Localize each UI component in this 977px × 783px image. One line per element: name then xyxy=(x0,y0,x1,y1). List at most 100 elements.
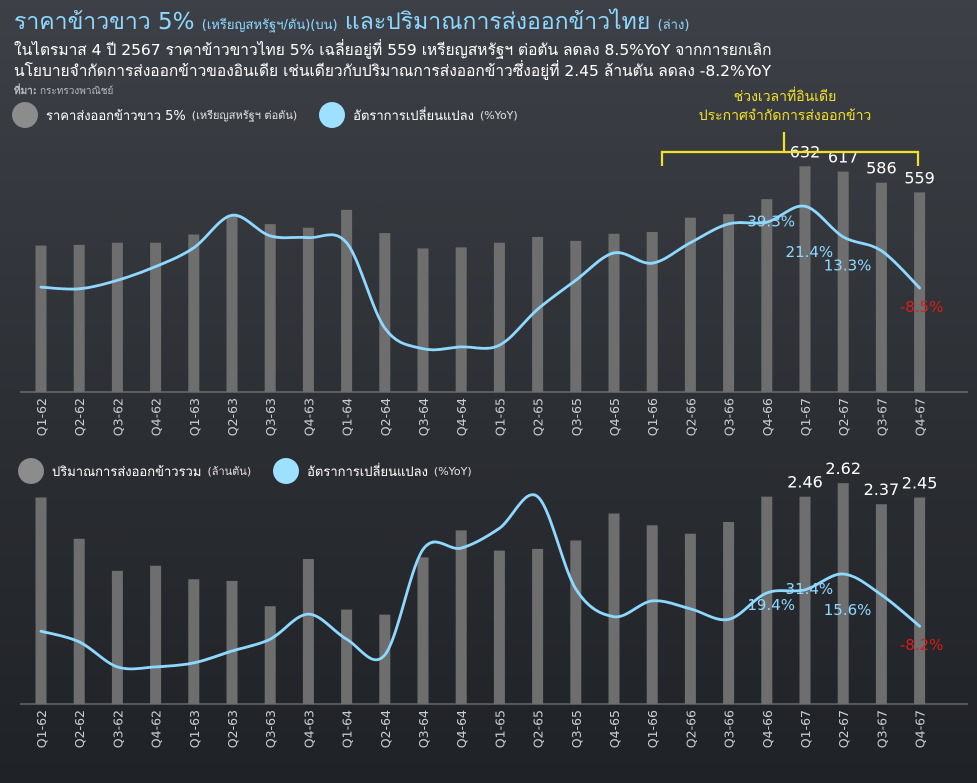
legend-item-price-bar: ราคาส่งออกข้าวขาว 5% (เหรียญสหรัฐฯ ต่อตั… xyxy=(12,102,297,128)
price-bar-Q2-62 xyxy=(73,244,85,392)
volume-tick-label-Q3-65: Q3-65 xyxy=(569,710,584,748)
price-bar-Q4-65 xyxy=(608,233,620,392)
legend-volume-line-unit: (%YoY) xyxy=(433,464,472,478)
volume-yoy-line xyxy=(39,493,921,671)
volume-bar-label-Q4-67: 2.45 xyxy=(902,474,938,493)
price-tick-label-Q2-63: Q2-63 xyxy=(225,398,240,436)
volume-bar-Q4-64 xyxy=(455,530,467,704)
legend-price-bar-label: ราคาส่งออกข้าวขาว 5% xyxy=(46,108,186,124)
price-bar-Q3-66 xyxy=(723,214,735,392)
price-tick-label-Q2-62: Q2-62 xyxy=(72,398,87,436)
price-tick-label-Q3-67: Q3-67 xyxy=(874,398,889,436)
price-line-label-Q4-67: -8.5% xyxy=(900,298,944,316)
volume-bar-Q2-65 xyxy=(532,548,544,704)
volume-tick-label-Q1-63: Q1-63 xyxy=(187,710,202,748)
volume-bar-Q1-63 xyxy=(188,579,200,704)
source-text: กระทรวงพาณิชย์ xyxy=(40,86,114,97)
volume-tick-label-Q3-67: Q3-67 xyxy=(874,710,889,748)
price-bar-Q3-63 xyxy=(264,224,276,392)
legend-price-line-unit: (%YoY) xyxy=(479,108,518,122)
volume-tick-label-Q4-62: Q4-62 xyxy=(149,710,164,748)
volume-line-label-Q2-67: 31.4% xyxy=(786,580,834,598)
volume-tick-label-Q2-63: Q2-63 xyxy=(225,710,240,748)
price-bar-Q3-64 xyxy=(417,248,429,392)
volume-bar-Q3-66 xyxy=(723,521,735,704)
volume-tick-label-Q1-66: Q1-66 xyxy=(645,710,660,748)
price-tick-label-Q2-64: Q2-64 xyxy=(378,398,393,436)
volume-tick-label-Q4-63: Q4-63 xyxy=(301,710,316,748)
volume-tick-label-Q2-65: Q2-65 xyxy=(531,710,546,748)
price-line-label-Q3-67: 13.3% xyxy=(824,257,872,275)
annotation-line-1: ช่วงเวลาที่อินเดีย xyxy=(733,89,837,105)
price-bar-Q2-65 xyxy=(532,237,544,392)
price-tick-label-Q1-67: Q1-67 xyxy=(798,398,813,436)
legend-price-bar-unit: (เหรียญสหรัฐฯ ต่อตัน) xyxy=(191,109,298,122)
volume-bar-label-Q3-67: 2.37 xyxy=(864,480,900,499)
volume-tick-label-Q2-64: Q2-64 xyxy=(378,710,393,748)
price-bar-Q2-63 xyxy=(226,215,238,392)
price-tick-label-Q1-65: Q1-65 xyxy=(492,398,507,436)
price-bar-Q4-64 xyxy=(455,247,467,392)
legend-price: ราคาส่งออกข้าวขาว 5% (เหรียญสหรัฐฯ ต่อตั… xyxy=(12,102,540,128)
volume-tick-label-Q1-62: Q1-62 xyxy=(34,710,49,748)
legend-item-price-line: อัตราการเปลี่ยนแปลง (%YoY) xyxy=(319,102,518,128)
price-bar-Q4-66 xyxy=(761,199,773,392)
title-and: และปริมาณการส่งออกข้าวไทย xyxy=(344,9,651,35)
volume-tick-label-Q2-66: Q2-66 xyxy=(683,710,698,748)
price-line-label-Q1-67: 39.3% xyxy=(747,212,795,230)
price-bar-label-Q4-67: 559 xyxy=(904,168,935,187)
price-bar-label-Q2-67: 617 xyxy=(828,148,859,167)
price-bar-Q4-67 xyxy=(914,192,926,392)
volume-bar-Q1-67 xyxy=(799,496,811,704)
price-line-label-Q2-67: 21.4% xyxy=(786,243,834,261)
price-bar-Q1-62 xyxy=(35,245,47,392)
volume-line-label-Q3-67: 15.6% xyxy=(824,601,872,619)
legend-volume-bar-label: ปริมาณการส่งออกข้าวรวม xyxy=(52,464,202,480)
volume-tick-label-Q3-63: Q3-63 xyxy=(263,710,278,748)
volume-tick-label-Q4-66: Q4-66 xyxy=(760,710,775,748)
legend-gray-circle-icon xyxy=(12,102,38,128)
volume-bar-Q3-64 xyxy=(417,557,429,704)
price-tick-label-Q1-62: Q1-62 xyxy=(34,398,49,436)
title-main: ราคาข้าวขาว 5% xyxy=(14,9,195,35)
title-unit: (เหรียญสหรัฐฯ/ตัน)(บน) xyxy=(201,18,338,33)
price-bar-Q4-63 xyxy=(302,227,314,392)
price-tick-label-Q3-63: Q3-63 xyxy=(263,398,278,436)
legend-item-volume-bar: ปริมาณการส่งออกข้าวรวม (ล้านตัน) xyxy=(18,458,251,484)
volume-line-label-Q4-67: -8.2% xyxy=(900,636,944,654)
price-tick-label-Q3-66: Q3-66 xyxy=(722,398,737,436)
price-tick-label-Q4-66: Q4-66 xyxy=(760,398,775,436)
price-tick-label-Q1-66: Q1-66 xyxy=(645,398,660,436)
volume-chart: Q1-62 Q2-62 Q3-62 Q4-62 Q1-63 Q2-63 Q3-63 Q4-63… xyxy=(20,459,968,748)
volume-tick-label-Q1-64: Q1-64 xyxy=(340,710,355,748)
volume-bar-Q1-64 xyxy=(341,609,353,704)
price-bar-Q2-67 xyxy=(837,171,849,392)
volume-bar-Q3-67 xyxy=(875,504,887,704)
volume-tick-label-Q4-65: Q4-65 xyxy=(607,710,622,748)
volume-bar-Q2-63 xyxy=(226,580,238,704)
volume-bar-Q4-65 xyxy=(608,513,620,704)
price-tick-label-Q4-62: Q4-62 xyxy=(149,398,164,436)
price-chart: Q1-62 Q2-62 Q3-62 Q4-62 Q1-63 Q2-63 Q3-63 Q4-63… xyxy=(20,142,968,436)
price-tick-label-Q2-66: Q2-66 xyxy=(683,398,698,436)
volume-bar-label-Q2-67: 2.62 xyxy=(825,459,861,478)
volume-bar-label-Q1-67: 2.46 xyxy=(787,473,823,492)
india-ban-annotation: ช่วงเวลาที่อินเดีย ประกาศจำกัดการส่งออกข… xyxy=(660,88,910,126)
price-bar-Q4-62 xyxy=(150,242,162,392)
source-note: ที่มา: กระทรวงพาณิชย์ xyxy=(14,84,113,99)
legend-volume: ปริมาณการส่งออกข้าวรวม (ล้านตัน) อัตรากา… xyxy=(18,458,494,484)
volume-bar-Q2-62 xyxy=(73,538,85,704)
legend-blue-circle-icon xyxy=(319,102,346,128)
volume-bar-Q4-63 xyxy=(302,559,314,704)
volume-bar-Q1-62 xyxy=(35,497,47,704)
legend-blue-circle-icon xyxy=(273,458,300,484)
price-tick-label-Q3-62: Q3-62 xyxy=(110,398,125,436)
volume-bar-Q3-65 xyxy=(570,540,582,704)
volume-bar-Q4-67 xyxy=(914,497,926,704)
volume-tick-label-Q4-64: Q4-64 xyxy=(454,710,469,748)
price-tick-label-Q2-67: Q2-67 xyxy=(836,398,851,436)
volume-bar-Q2-67 xyxy=(837,483,849,704)
price-bar-Q2-66 xyxy=(684,217,696,392)
price-tick-label-Q1-64: Q1-64 xyxy=(340,398,355,436)
